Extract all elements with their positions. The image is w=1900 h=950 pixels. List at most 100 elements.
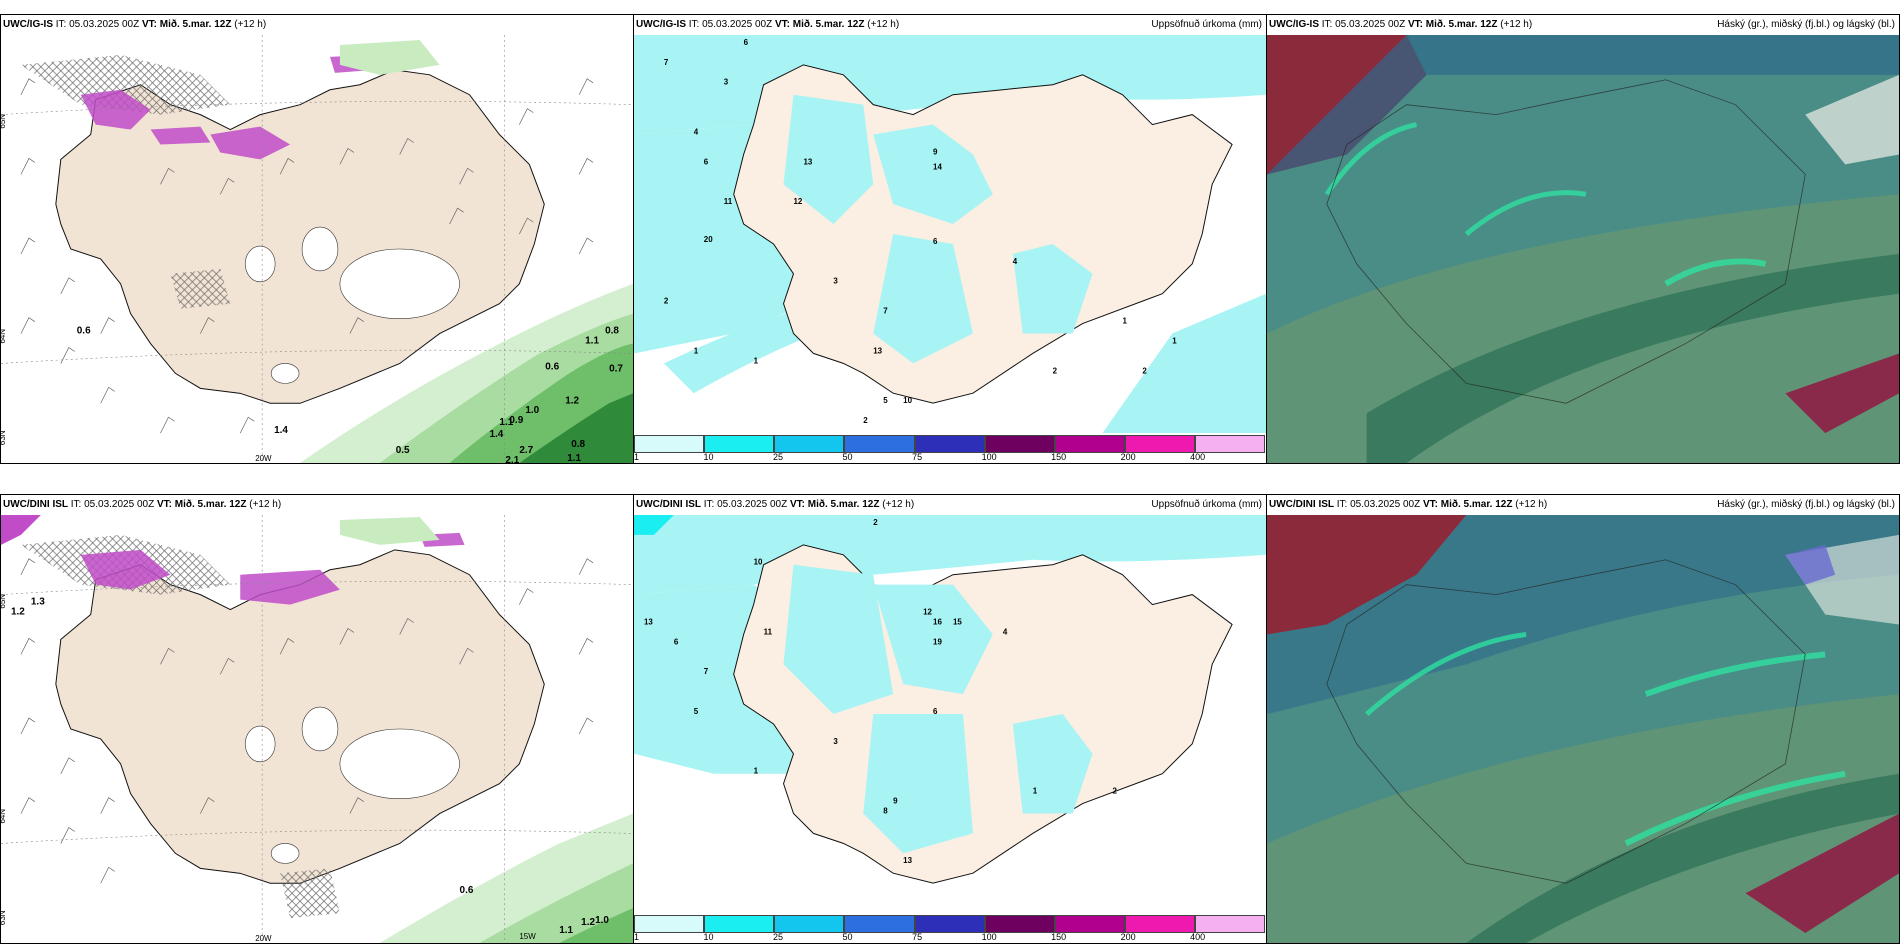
svg-text:2: 2 [1053, 366, 1058, 375]
colorbar-tick: 400 [1190, 452, 1206, 462]
synoptic-map: 65N 64N 63N 20W 0.6 1.4 0.5 1.1 0.8 0.7 2.12… [1, 35, 633, 463]
colorbar-tick: 75 [912, 932, 923, 942]
init-time: IT: 05.03.2025 00Z [688, 19, 773, 30]
panel-cloud-cover-dini: UWC/DINI ISL IT: 05.03.2025 00Z VT: Mið.… [1266, 494, 1900, 944]
colorbar-swatch [1054, 435, 1126, 453]
svg-text:20: 20 [704, 235, 713, 244]
svg-text:20W: 20W [255, 934, 272, 943]
svg-text:65N: 65N [1, 594, 7, 609]
colorbar-swatch [634, 435, 705, 453]
colorbar-tick: 100 [981, 932, 997, 942]
valid-time: Mið. 5.mar. 12Z [159, 19, 232, 30]
colorbar-tick: 100 [981, 452, 997, 462]
svg-text:0.8: 0.8 [571, 439, 585, 450]
svg-text:1.2: 1.2 [581, 917, 595, 928]
init-time: IT: 05.03.2025 00Z [703, 499, 788, 510]
svg-text:1: 1 [1033, 787, 1038, 796]
colorbar-swatch [844, 435, 915, 453]
lead-time: (+12 h) [234, 19, 267, 30]
model-name: UWC/DINI ISL [636, 499, 701, 510]
svg-text:3: 3 [833, 737, 838, 746]
lead-time: (+12 h) [882, 499, 915, 510]
svg-text:6: 6 [674, 637, 679, 646]
panel-subtitle: Háský (gr.), miðský (fj.bl.) og lágský (… [1717, 19, 1895, 30]
svg-text:1: 1 [1172, 336, 1177, 345]
colorbar: 1 10 25 50 75 100 150 200 400 [634, 433, 1266, 463]
svg-text:1.3: 1.3 [31, 597, 45, 608]
svg-text:5: 5 [883, 396, 888, 405]
svg-text:9: 9 [893, 797, 898, 806]
valid-time-label: VT: [156, 499, 172, 510]
init-time: IT: 05.03.2025 00Z [70, 499, 155, 510]
colorbar: 1 10 25 50 75 100 150 200 400 [634, 913, 1266, 943]
svg-text:7: 7 [704, 667, 709, 676]
panel-header: UWC/DINI ISL IT: 05.03.2025 00Z VT: Mið.… [1, 495, 633, 515]
svg-text:0.9: 0.9 [509, 415, 523, 426]
colorbar-tick: 150 [1051, 932, 1067, 942]
valid-time: Mið. 5.mar. 12Z [1425, 19, 1498, 30]
colorbar-tick: 200 [1120, 932, 1136, 942]
lead-time: (+12 h) [1500, 19, 1533, 30]
svg-text:2.7: 2.7 [519, 445, 533, 456]
svg-text:0.6: 0.6 [77, 326, 91, 337]
svg-text:2: 2 [664, 297, 669, 306]
colorbar-tick: 50 [842, 452, 853, 462]
colorbar-swatch [984, 435, 1055, 453]
colorbar-swatch [634, 915, 705, 933]
panel-subtitle: Háský (gr.), miðský (fj.bl.) og lágský (… [1717, 499, 1895, 510]
svg-text:7: 7 [664, 58, 669, 67]
colorbar-tick: 25 [773, 452, 784, 462]
svg-text:1.2: 1.2 [11, 607, 25, 618]
svg-text:1: 1 [754, 767, 759, 776]
panel-header: UWC/DINI ISL IT: 05.03.2025 00Z VT: Mið.… [1267, 495, 1899, 515]
panel-precip-synoptic-igis: UWC/IG-IS IT: 05.03.2025 00Z VT: Mið. 5.… [0, 14, 634, 464]
colorbar-swatch [1195, 915, 1266, 933]
svg-text:64N: 64N [1, 809, 7, 824]
valid-time-label: VT: [141, 19, 157, 30]
map-area[interactable]: 65N 64N 63N 20W 15W 0.6 1.1 1.0 1.2 1.2 1.3 [1, 515, 633, 943]
colorbar-tick: 50 [842, 932, 853, 942]
svg-text:9: 9 [933, 147, 938, 156]
lat-label: 64N [1, 329, 7, 344]
colorbar-swatch [984, 915, 1055, 933]
panel-header: UWC/IG-IS IT: 05.03.2025 00Z VT: Mið. 5.… [1, 15, 633, 35]
model-name: UWC/IG-IS [636, 19, 686, 30]
colorbar-tick: 25 [773, 932, 784, 942]
svg-text:4: 4 [1003, 627, 1008, 636]
svg-text:11: 11 [764, 627, 773, 636]
model-name: UWC/IG-IS [3, 19, 53, 30]
model-name: UWC/DINI ISL [1269, 499, 1334, 510]
colorbar-tick: 75 [912, 452, 923, 462]
colorbar-swatch [914, 915, 985, 933]
panel-subtitle: Uppsöfnuð úrkoma (mm) [1151, 19, 1262, 30]
colorbar-swatch [844, 915, 915, 933]
panel-subtitle: Uppsöfnuð úrkoma (mm) [1151, 499, 1262, 510]
svg-text:13: 13 [644, 617, 653, 626]
svg-text:1.2: 1.2 [565, 395, 579, 406]
svg-text:3: 3 [833, 277, 838, 286]
valid-time: Mið. 5.mar. 12Z [174, 499, 247, 510]
svg-text:5: 5 [694, 707, 699, 716]
init-time: IT: 05.03.2025 00Z [1336, 499, 1421, 510]
colorbar-swatch [774, 435, 845, 453]
map-area[interactable]: 65N 64N 63N 20W 0.6 1.4 0.5 1.1 0.8 0.7 2.1 2… [1, 35, 633, 463]
svg-text:16: 16 [933, 617, 942, 626]
valid-time: Mið. 5.mar. 12Z [1440, 499, 1513, 510]
panel-header: UWC/IG-IS IT: 05.03.2025 00Z VT: Mið. 5.… [634, 15, 1266, 35]
svg-text:3: 3 [724, 78, 729, 87]
svg-text:11: 11 [724, 197, 733, 206]
map-area[interactable] [1267, 35, 1899, 463]
map-area[interactable] [1267, 515, 1899, 943]
colorbar-swatch [1195, 435, 1266, 453]
svg-text:6: 6 [933, 237, 938, 246]
svg-text:1.4: 1.4 [489, 429, 503, 440]
svg-text:63N: 63N [1, 910, 7, 925]
svg-text:2: 2 [863, 416, 868, 425]
colorbar-tick: 400 [1190, 932, 1206, 942]
svg-text:1.1: 1.1 [559, 925, 573, 936]
svg-text:13: 13 [873, 346, 882, 355]
svg-text:1: 1 [1122, 317, 1127, 326]
colorbar-tick: 150 [1051, 452, 1067, 462]
